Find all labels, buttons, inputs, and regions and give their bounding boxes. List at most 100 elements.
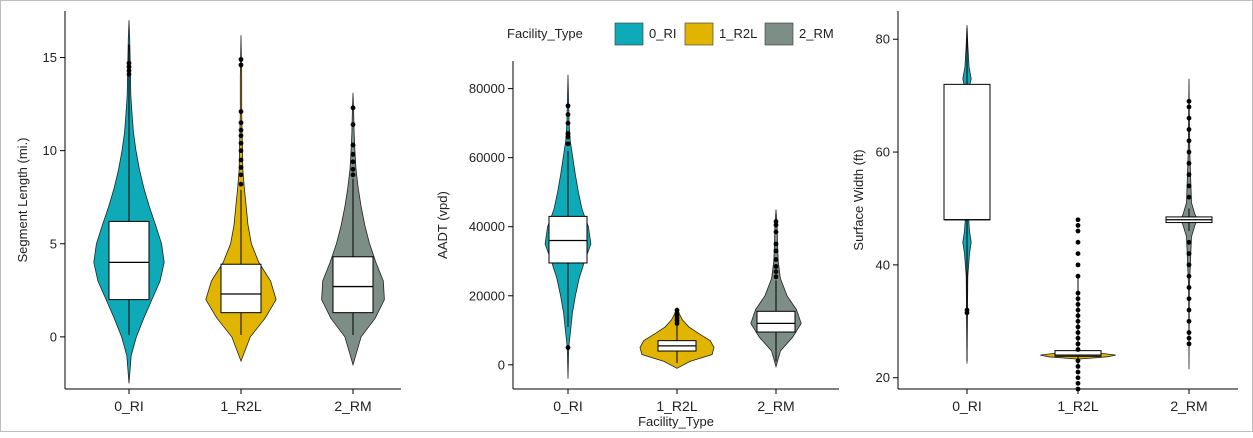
x-axis-title: Facility_Type [638, 414, 714, 429]
outlier-point [773, 219, 779, 224]
outlier-point [1186, 318, 1192, 324]
outlier-point [1186, 98, 1192, 104]
outlier-point [1075, 307, 1081, 313]
outlier-point [1186, 296, 1192, 302]
legend-label-2_RM: 2_RM [799, 26, 834, 41]
outlier-point [1075, 228, 1081, 234]
outlier-point [1186, 138, 1192, 144]
outlier-point [1075, 386, 1081, 392]
outlier-point [1075, 335, 1081, 341]
boxplot-box [756, 310, 796, 333]
boxplot-box [548, 215, 588, 264]
legend-swatch-1_R2L [684, 22, 714, 46]
outlier-point [126, 60, 132, 66]
x-tick-label: 2_RM [334, 398, 371, 414]
outlier-point [1186, 251, 1192, 256]
outlier-point [1075, 313, 1081, 319]
y-tick-label: 0 [498, 357, 505, 372]
x-tick-label: 0_RI [952, 398, 982, 414]
outlier-point [350, 122, 356, 127]
series-1_R2L [639, 306, 715, 369]
outlier-point [773, 269, 779, 275]
series-1_R2L [205, 35, 277, 363]
outlier-point [1075, 318, 1081, 324]
outlier-point [565, 131, 571, 136]
outlier-point [773, 274, 779, 280]
outlier-point [1186, 273, 1192, 279]
boxplot-box [332, 256, 374, 314]
outlier-point [1075, 330, 1081, 335]
outlier-point [1186, 307, 1192, 313]
outlier-point [1186, 262, 1192, 268]
outlier-point [238, 157, 244, 163]
outlier-point [964, 307, 970, 313]
outlier-point [1186, 172, 1192, 178]
outlier-point [1075, 347, 1081, 352]
outlier-point [238, 133, 244, 139]
outlier-point [1075, 341, 1081, 347]
y-tick-label: 0 [50, 329, 57, 344]
outlier-point [1186, 239, 1192, 245]
outlier-point [1186, 115, 1192, 121]
outlier-point [126, 68, 132, 73]
outlier-point [238, 181, 244, 187]
outlier-point [238, 57, 244, 62]
outlier-point [1075, 358, 1081, 364]
legend-label-1_R2L: 1_R2L [719, 26, 757, 41]
outlier-point [1075, 364, 1081, 369]
outlier-point [1186, 194, 1192, 200]
outlier-point [1075, 296, 1081, 302]
outlier-point [238, 120, 244, 126]
y-tick-label: 80000 [469, 81, 505, 96]
boxplot-box [943, 83, 991, 221]
outlier-point [350, 105, 356, 111]
chart-panel-2: 0 20000 40000 60000 80000 0_RI 1_R2L 2_RM AADT (… [435, 61, 839, 429]
series-0_RI [93, 20, 165, 384]
outlier-point [1186, 149, 1192, 155]
x-tick-label: 2_RM [757, 398, 794, 414]
y-tick-label: 5 [50, 236, 57, 251]
outlier-point [565, 120, 571, 126]
outlier-point [1075, 369, 1081, 375]
outlier-point [238, 127, 244, 133]
outlier-point [773, 222, 779, 228]
x-tick-label: 0_RI [553, 398, 583, 414]
outlier-point [1075, 380, 1081, 386]
y-tick-label: 80 [876, 32, 890, 47]
outlier-point [674, 307, 680, 313]
y-axis-title: Segment Length (mi.) [15, 137, 30, 262]
y-tick-label: 60000 [469, 150, 505, 165]
outlier-point [1075, 290, 1081, 296]
x-tick-label: 1_R2L [1057, 398, 1098, 414]
x-tick-label: 1_R2L [220, 398, 261, 414]
outlier-point [350, 151, 356, 157]
outlier-point [565, 141, 571, 147]
outlier-point [350, 159, 356, 165]
x-tick-label: 1_R2L [656, 398, 697, 414]
x-tick-label: 0_RI [114, 398, 144, 414]
x-tick-label: 2_RM [1170, 398, 1207, 414]
outlier-point [350, 172, 356, 178]
outlier-point [238, 148, 244, 154]
legend-label-0_RI: 0_RI [649, 26, 676, 41]
series-2_RM [321, 92, 385, 367]
series-1_R2L [1040, 217, 1116, 392]
outlier-point [1186, 335, 1192, 341]
outlier-point [1186, 341, 1192, 347]
y-tick-label: 15 [43, 50, 57, 65]
legend-items: 0_RI 1_R2L 2_RM [614, 22, 834, 46]
y-tick-label: 40 [876, 257, 890, 272]
outlier-point [238, 109, 244, 114]
y-tick-label: 20000 [469, 288, 505, 303]
outlier-point [565, 345, 571, 350]
y-axis-title: AADT (vpd) [435, 191, 450, 259]
outlier-point [773, 241, 779, 247]
outlier-point [1075, 375, 1081, 381]
outlier-point [565, 134, 571, 140]
chart-panel-1: 0 5 10 15 0_RI 1_R2L 2_RM Segment Length (mi.) [15, 11, 401, 414]
outlier-point [238, 172, 244, 178]
y-tick-label: 10 [43, 143, 57, 158]
series-0_RI [943, 25, 991, 364]
outlier-point [1186, 104, 1192, 110]
